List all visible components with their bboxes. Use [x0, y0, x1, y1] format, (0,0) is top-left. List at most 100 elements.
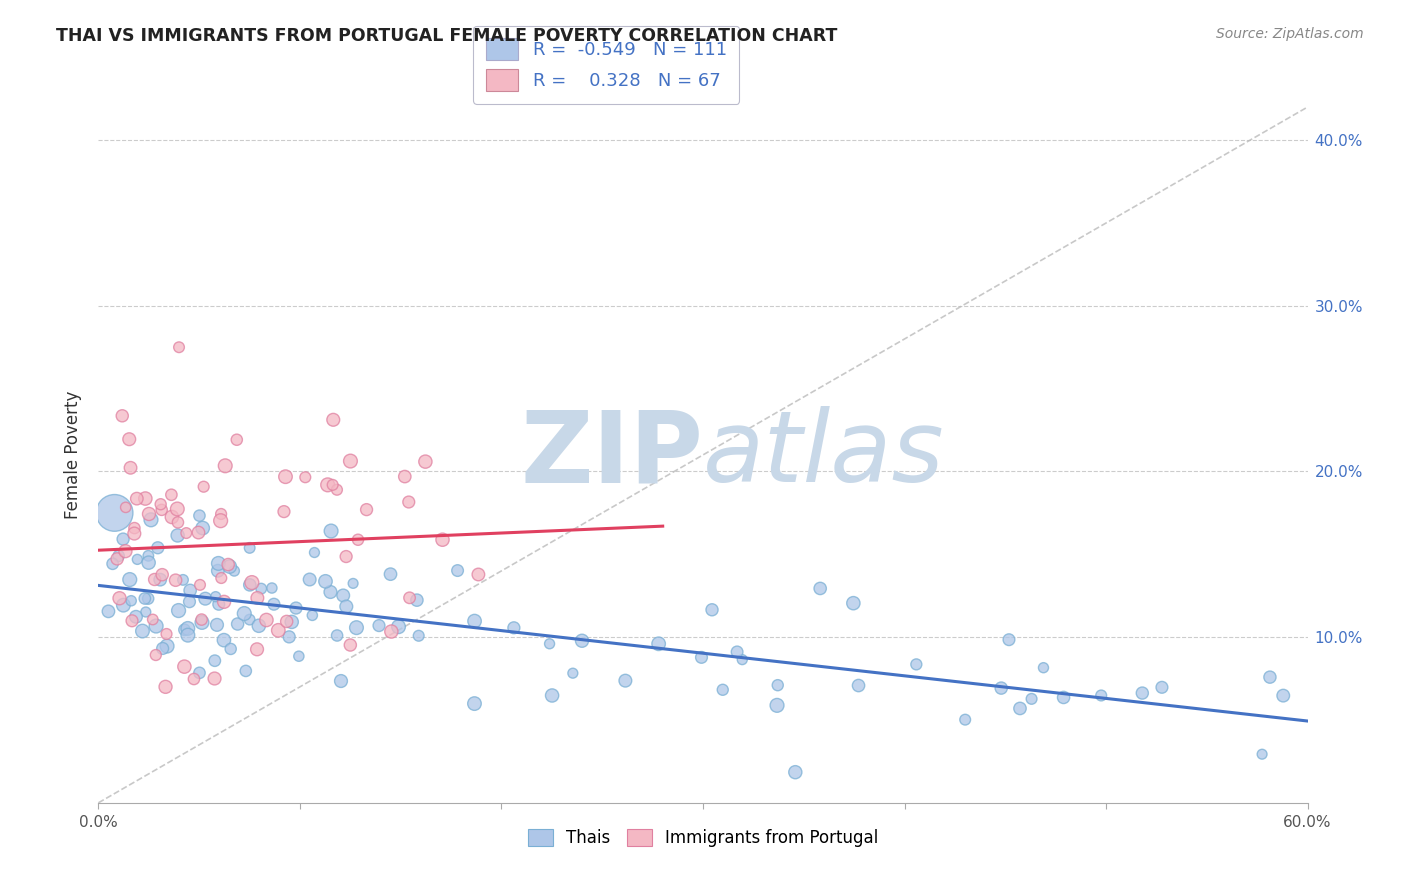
- Point: [278, 630, 301, 644]
- Point: [346, 621, 368, 635]
- Point: [285, 601, 308, 615]
- Y-axis label: Female Poverty: Female Poverty: [65, 391, 83, 519]
- Point: [172, 573, 194, 587]
- Point: [280, 615, 302, 629]
- Point: [150, 567, 173, 582]
- Point: [167, 516, 190, 530]
- Legend: Thais, Immigrants from Portugal: Thais, Immigrants from Portugal: [520, 822, 886, 854]
- Point: [330, 673, 353, 688]
- Point: [205, 618, 228, 632]
- Point: [785, 765, 807, 780]
- Point: [239, 578, 262, 592]
- Point: [953, 713, 976, 727]
- Point: [288, 649, 311, 664]
- Point: [134, 591, 156, 606]
- Point: [204, 590, 226, 604]
- Point: [463, 697, 485, 711]
- Point: [103, 506, 125, 520]
- Point: [112, 532, 135, 546]
- Point: [150, 503, 173, 517]
- Point: [415, 455, 437, 469]
- Point: [204, 654, 226, 668]
- Point: [155, 627, 177, 641]
- Point: [139, 513, 162, 527]
- Point: [214, 458, 236, 473]
- Point: [191, 521, 214, 535]
- Point: [538, 637, 561, 651]
- Point: [905, 657, 928, 672]
- Point: [276, 615, 298, 629]
- Point: [174, 526, 197, 541]
- Point: [1150, 681, 1173, 695]
- Point: [250, 582, 273, 596]
- Point: [301, 608, 323, 623]
- Point: [1251, 747, 1274, 762]
- Point: [326, 628, 349, 642]
- Point: [808, 582, 831, 596]
- Point: [224, 564, 246, 578]
- Point: [167, 603, 190, 617]
- Text: ZIP: ZIP: [520, 407, 703, 503]
- Point: [1130, 686, 1153, 700]
- Point: [190, 613, 212, 627]
- Point: [725, 645, 748, 659]
- Point: [398, 591, 420, 605]
- Point: [107, 549, 129, 563]
- Point: [112, 598, 135, 612]
- Point: [246, 591, 269, 605]
- Point: [561, 666, 583, 681]
- Point: [217, 558, 239, 572]
- Point: [239, 613, 262, 627]
- Point: [406, 593, 429, 607]
- Point: [446, 564, 468, 578]
- Point: [247, 619, 270, 633]
- Point: [166, 502, 188, 516]
- Point: [240, 575, 263, 590]
- Point: [260, 581, 283, 595]
- Point: [111, 409, 134, 423]
- Point: [105, 552, 128, 566]
- Point: [131, 624, 153, 638]
- Point: [408, 629, 430, 643]
- Point: [207, 564, 229, 578]
- Point: [183, 672, 205, 686]
- Point: [145, 648, 167, 662]
- Point: [149, 497, 172, 511]
- Point: [125, 609, 148, 624]
- Point: [165, 573, 187, 587]
- Point: [256, 613, 278, 627]
- Point: [502, 621, 524, 635]
- Point: [239, 541, 262, 555]
- Point: [212, 633, 235, 648]
- Point: [342, 576, 364, 591]
- Point: [127, 552, 149, 566]
- Point: [322, 413, 344, 427]
- Point: [690, 650, 713, 665]
- Point: [235, 664, 257, 678]
- Point: [179, 583, 201, 598]
- Point: [138, 549, 160, 563]
- Point: [298, 573, 321, 587]
- Point: [380, 567, 402, 582]
- Point: [226, 617, 249, 632]
- Point: [118, 573, 141, 587]
- Point: [145, 619, 167, 633]
- Point: [541, 689, 564, 703]
- Point: [138, 507, 160, 521]
- Point: [156, 639, 179, 653]
- Point: [1032, 661, 1054, 675]
- Point: [274, 469, 297, 483]
- Point: [700, 603, 723, 617]
- Point: [319, 524, 342, 538]
- Point: [155, 680, 177, 694]
- Point: [118, 432, 141, 446]
- Point: [294, 470, 316, 484]
- Point: [193, 480, 215, 494]
- Point: [167, 340, 190, 354]
- Text: atlas: atlas: [703, 407, 945, 503]
- Point: [135, 605, 157, 619]
- Point: [173, 659, 195, 673]
- Point: [394, 469, 416, 483]
- Point: [225, 433, 247, 447]
- Point: [998, 632, 1021, 647]
